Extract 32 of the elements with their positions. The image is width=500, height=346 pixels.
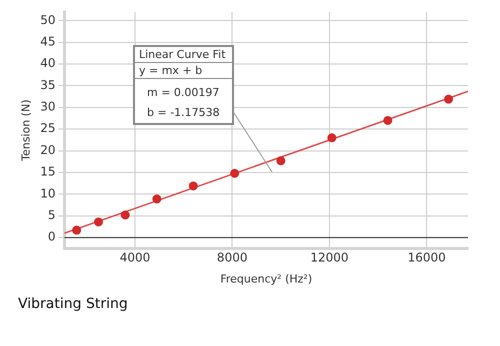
text: Vibrating String: [18, 296, 128, 312]
point: [230, 168, 240, 178]
y-tick-label: 40: [40, 56, 56, 70]
y-axis-title: Tension (N): [19, 100, 32, 162]
point: [276, 156, 286, 166]
y-tick-label: 0: [48, 230, 56, 244]
point: [444, 94, 454, 104]
y-tick-label: 50: [40, 12, 56, 27]
y-tick-label: 15: [40, 164, 56, 179]
point: [188, 181, 198, 190]
y-tick-label: 25: [40, 121, 56, 136]
x-tick-label: 16000: [408, 250, 446, 265]
x-axis-title: Frequency² (Hz²): [220, 272, 312, 286]
point: [120, 210, 130, 220]
annotation: y = mx + b: [135, 63, 232, 79]
x-tick-label: 4000: [120, 250, 150, 265]
x-tick-label: 12000: [310, 250, 349, 265]
x-tick-label: 8000: [216, 250, 248, 265]
point: [152, 194, 162, 204]
annotation: b = -1.17538: [146, 105, 221, 121]
point: [327, 133, 336, 142]
y-tick-label: 10: [40, 186, 56, 200]
annotation: Linear Curve Fit: [135, 47, 232, 63]
y-tick-label: 30: [40, 100, 56, 114]
y-tick-label: 5: [48, 208, 56, 222]
point: [94, 217, 103, 226]
y-tick-label: 20: [40, 142, 56, 157]
point: [72, 226, 82, 235]
y-tick-label: 45: [40, 34, 56, 48]
y-tick-label: 35: [40, 78, 56, 92]
annotation: m = 0.00197: [146, 85, 220, 101]
point: [383, 116, 392, 125]
